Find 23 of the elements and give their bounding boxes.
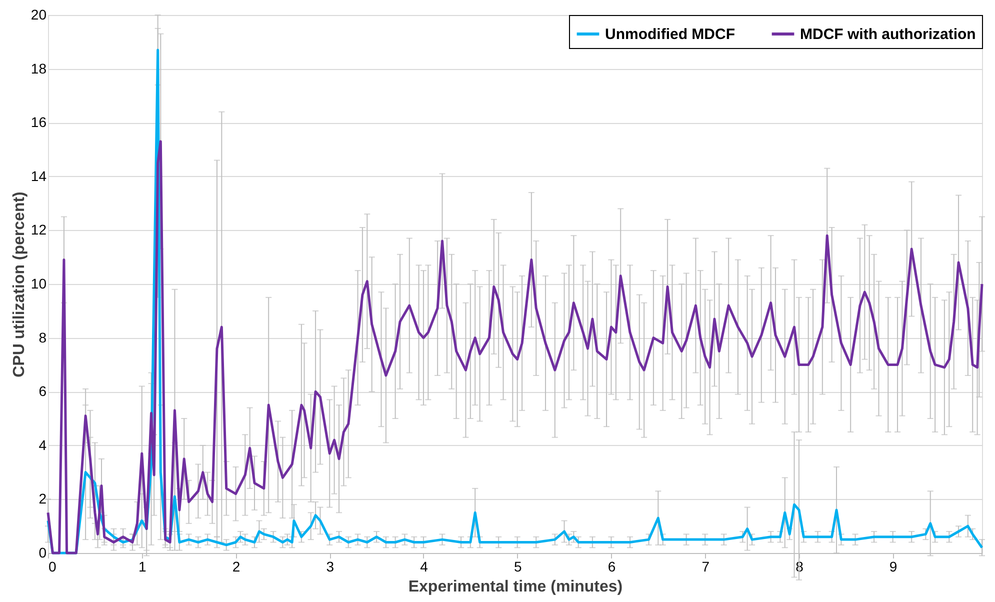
x-tick-label: 6: [608, 558, 616, 574]
x-axis-title: Experimental time (minutes): [408, 578, 623, 596]
x-tick-label: 5: [514, 558, 522, 574]
y-tick-label: 10: [30, 276, 47, 292]
x-tick-label: 1: [138, 558, 146, 574]
y-tick-label: 8: [38, 329, 47, 346]
x-tick-label: 9: [889, 558, 898, 574]
y-tick-label: 4: [38, 436, 47, 453]
y-tick-label: 6: [38, 383, 47, 400]
y-tick-label: 18: [30, 60, 47, 76]
y-tick-label: 16: [30, 114, 47, 130]
y-tick-label: 14: [30, 168, 47, 184]
y-tick-label: 12: [30, 222, 47, 238]
x-tick-label: 4: [420, 558, 428, 574]
y-axis-title: CPU utilization (percent): [10, 192, 28, 378]
x-tick-label: 3: [326, 558, 334, 574]
x-tick-label: 7: [702, 558, 710, 574]
y-tick-label: 0: [38, 544, 47, 560]
y-tick-label: 20: [30, 6, 47, 22]
legend-label: MDCF with authorization: [800, 26, 976, 43]
x-tick-label: 2: [232, 558, 240, 574]
legend-label: Unmodified MDCF: [605, 26, 735, 43]
y-tick-label: 2: [38, 490, 47, 507]
